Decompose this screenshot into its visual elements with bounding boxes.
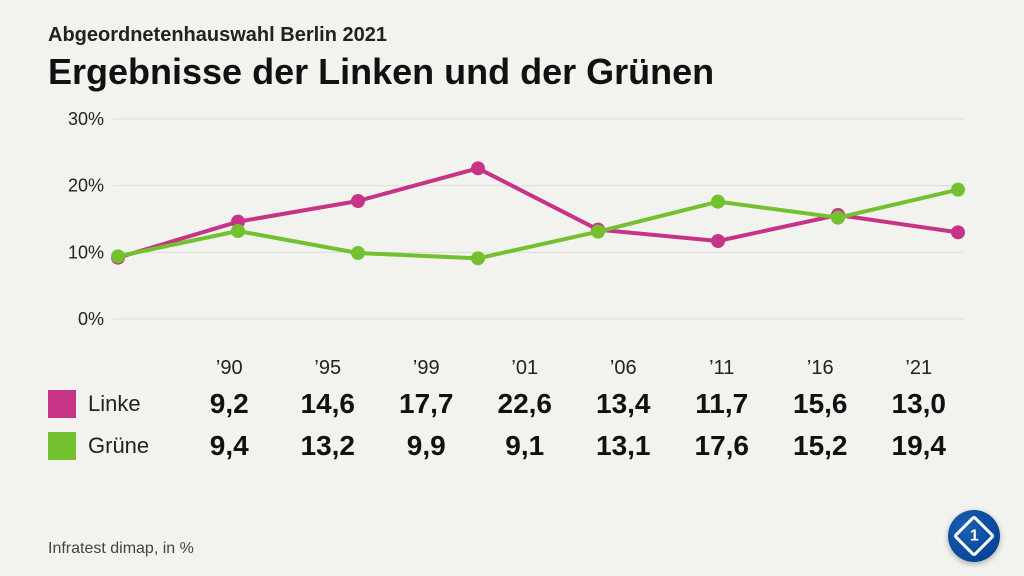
- value-cell: 13,2: [279, 430, 378, 462]
- year-label: ’06: [574, 357, 673, 380]
- row-values: 9,214,617,722,613,411,715,613,0: [180, 388, 968, 420]
- data-point: [351, 246, 365, 260]
- data-point: [831, 211, 845, 225]
- page-title: Ergebnisse der Linken und der Grünen: [48, 51, 976, 93]
- series-label: Linke: [88, 391, 180, 417]
- data-table: ’90’95’99’01’06’11’16’21 Linke9,214,617,…: [48, 353, 968, 467]
- row-values: 9,413,29,99,113,117,615,219,4: [180, 430, 968, 462]
- color-swatch: [48, 390, 76, 418]
- value-cell: 9,4: [180, 430, 279, 462]
- value-cell: 11,7: [673, 388, 772, 420]
- year-label: ’90: [180, 357, 279, 380]
- data-point: [471, 161, 485, 175]
- source-text: Infratest dimap, in %: [48, 540, 194, 558]
- year-label: ’01: [476, 357, 575, 380]
- data-point: [711, 195, 725, 209]
- value-cell: 13,4: [574, 388, 673, 420]
- value-cell: 9,9: [377, 430, 476, 462]
- broadcaster-logo: 1: [948, 510, 1000, 562]
- year-label: ’16: [771, 357, 870, 380]
- value-cell: 15,6: [771, 388, 870, 420]
- line-chart: 0% 10% 20% 30%: [48, 109, 968, 349]
- chart-svg: 0% 10% 20% 30%: [48, 109, 968, 349]
- value-cell: 15,2: [771, 430, 870, 462]
- y-tick-label: 30%: [68, 109, 104, 129]
- table-row: Grüne9,413,29,99,113,117,615,219,4: [48, 425, 968, 467]
- series-label: Grüne: [88, 433, 180, 459]
- value-cell: 13,1: [574, 430, 673, 462]
- data-point: [471, 251, 485, 265]
- logo-shape: 1: [953, 515, 995, 557]
- data-point: [951, 225, 965, 239]
- table-header-row: ’90’95’99’01’06’11’16’21: [48, 353, 968, 383]
- data-point: [591, 225, 605, 239]
- data-point: [951, 183, 965, 197]
- year-label: ’21: [870, 357, 969, 380]
- value-cell: 17,6: [673, 430, 772, 462]
- color-swatch: [48, 432, 76, 460]
- year-label: ’11: [673, 357, 772, 380]
- y-tick-label: 0%: [78, 309, 104, 329]
- value-cell: 13,0: [870, 388, 969, 420]
- year-label: ’99: [377, 357, 476, 380]
- table-row: Linke9,214,617,722,613,411,715,613,0: [48, 383, 968, 425]
- value-cell: 9,1: [476, 430, 575, 462]
- data-point: [351, 194, 365, 208]
- data-point: [711, 234, 725, 248]
- logo-text: 1: [970, 527, 979, 545]
- y-tick-label: 10%: [68, 242, 104, 262]
- data-point: [111, 249, 125, 263]
- value-cell: 14,6: [279, 388, 378, 420]
- value-cell: 22,6: [476, 388, 575, 420]
- data-point: [231, 224, 245, 238]
- year-label: ’95: [279, 357, 378, 380]
- subtitle: Abgeordnetenhauswahl Berlin 2021: [48, 24, 976, 47]
- y-tick-label: 20%: [68, 176, 104, 196]
- value-cell: 9,2: [180, 388, 279, 420]
- value-cell: 19,4: [870, 430, 969, 462]
- value-cell: 17,7: [377, 388, 476, 420]
